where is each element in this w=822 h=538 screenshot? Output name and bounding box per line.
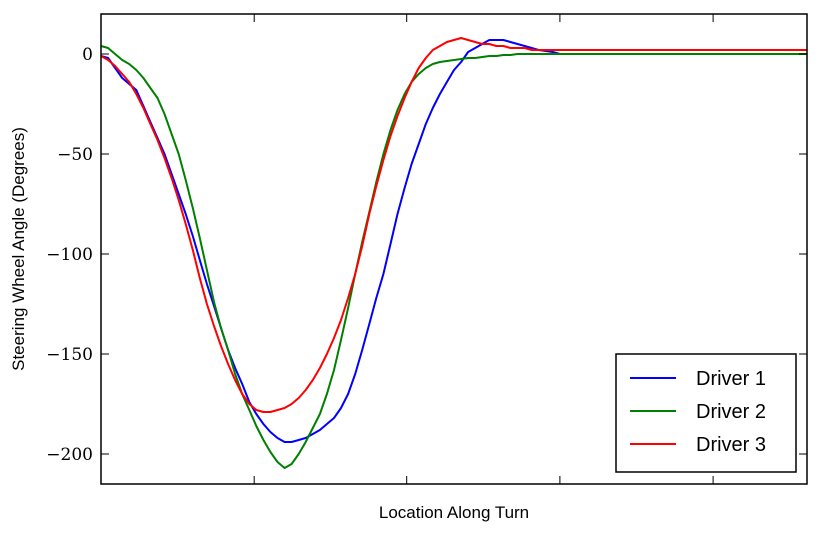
plot-area-frame	[100, 13, 808, 485]
series-line-driver-3	[100, 37, 807, 413]
y-tick-label: −150	[46, 345, 93, 365]
x-axis-label: Location Along Turn	[379, 503, 529, 522]
legend: Driver 1 Driver 2 Driver 3	[615, 353, 797, 473]
y-tick-label: −50	[57, 145, 93, 165]
y-axis-label: Steering Wheel Angle (Degrees)	[9, 127, 28, 371]
tick-labels: 0 −50 −100 −150 −200	[46, 45, 93, 465]
legend-box	[615, 353, 797, 473]
y-tick-label: −200	[46, 445, 93, 465]
axis-ticks	[101, 14, 807, 484]
axes-frame	[100, 13, 808, 485]
y-tick-label: −100	[46, 245, 93, 265]
legend-label-driver-1: Driver 1	[696, 368, 766, 390]
legend-label-driver-2: Driver 2	[696, 401, 766, 423]
plot-lines	[100, 37, 807, 469]
series-line-driver-2	[100, 45, 807, 469]
legend-label-driver-3: Driver 3	[696, 434, 766, 456]
y-tick-label: 0	[82, 45, 93, 65]
